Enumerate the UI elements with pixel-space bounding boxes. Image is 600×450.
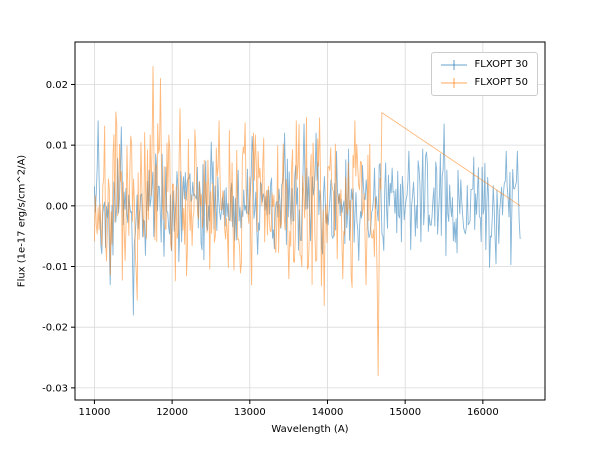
- svg-text:0.00: 0.00: [46, 201, 68, 212]
- errorbar-marker-icon: [440, 60, 467, 70]
- legend-entry-flxopt-30: FLXOPT 30: [439, 58, 528, 72]
- svg-text:14000: 14000: [312, 407, 344, 418]
- legend-entry-flxopt-50: FLXOPT 50: [439, 76, 528, 90]
- x-axis-label: Wavelength (A): [271, 424, 349, 435]
- svg-text:13000: 13000: [234, 407, 266, 418]
- legend: FLXOPT 30 FLXOPT 50: [430, 52, 538, 96]
- svg-text:-0.03: -0.03: [42, 383, 68, 394]
- errorbar-marker-icon: [440, 78, 467, 88]
- svg-text:15000: 15000: [389, 407, 421, 418]
- svg-text:16000: 16000: [467, 407, 499, 418]
- svg-text:12000: 12000: [156, 407, 188, 418]
- svg-text:0.02: 0.02: [46, 80, 68, 91]
- y-axis-label: Flux (1e-17 erg/s/cm^2/A): [16, 154, 28, 288]
- svg-text:11000: 11000: [79, 407, 111, 418]
- svg-text:0.01: 0.01: [46, 141, 68, 152]
- svg-text:-0.02: -0.02: [42, 323, 68, 334]
- legend-label: FLXOPT 30: [474, 59, 528, 70]
- legend-label: FLXOPT 50: [474, 77, 528, 88]
- svg-text:-0.01: -0.01: [42, 262, 68, 273]
